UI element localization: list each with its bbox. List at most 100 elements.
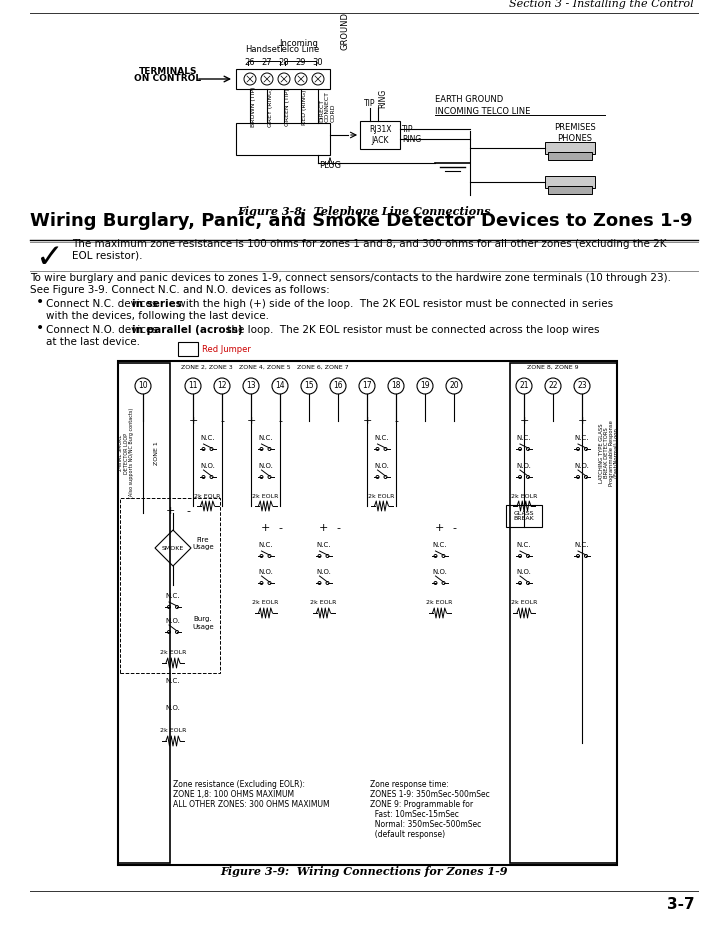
Bar <box>360 121 400 149</box>
Text: -: - <box>220 416 224 426</box>
Text: in parallel (across): in parallel (across) <box>132 325 242 335</box>
Text: N.C.: N.C. <box>517 435 531 441</box>
Text: 23: 23 <box>577 382 587 390</box>
Text: Normal: 350mSec-500mSec: Normal: 350mSec-500mSec <box>370 820 481 829</box>
Text: Incoming: Incoming <box>280 39 318 48</box>
Text: N.C.: N.C. <box>316 542 331 548</box>
Text: -: - <box>336 523 340 533</box>
Text: ZONES 1-9: 350mSec-500mSec: ZONES 1-9: 350mSec-500mSec <box>370 790 490 799</box>
Text: N.O.: N.O. <box>517 569 531 575</box>
Text: RING: RING <box>379 89 387 108</box>
Text: 2k EOLR: 2k EOLR <box>253 601 279 605</box>
Text: Zone response time:: Zone response time: <box>370 780 448 789</box>
Text: 16: 16 <box>333 382 343 390</box>
Bar <box>510 363 617 863</box>
Text: RED (RING): RED (RING) <box>302 90 307 124</box>
Text: (default response): (default response) <box>370 830 445 839</box>
Text: ON CONTROL: ON CONTROL <box>135 74 202 83</box>
Text: Burg.
Usage: Burg. Usage <box>192 617 214 630</box>
Text: N.C.: N.C. <box>374 435 389 441</box>
Text: 2-WIRE SMOKE
DETECTOR LOOP
(Also supports NO/NC Burg contacts): 2-WIRE SMOKE DETECTOR LOOP (Also support… <box>118 408 134 498</box>
Text: N.C.: N.C. <box>574 435 589 441</box>
Text: 29: 29 <box>296 58 306 67</box>
Text: Fire
Usage: Fire Usage <box>192 537 214 550</box>
Text: 2k EOLR: 2k EOLR <box>253 493 279 499</box>
Text: ZONE 6, ZONE 7: ZONE 6, ZONE 7 <box>297 365 349 370</box>
Bar <box>548 152 592 160</box>
Text: SMOKE: SMOKE <box>162 545 184 551</box>
Text: +: + <box>319 523 328 533</box>
Text: 20: 20 <box>449 382 459 390</box>
Text: ALL OTHER ZONES: 300 OHMS MAXIMUM: ALL OTHER ZONES: 300 OHMS MAXIMUM <box>173 800 330 809</box>
Text: N.O.: N.O. <box>165 618 181 624</box>
Text: ZONE 1,8: 100 OHMS MAXIMUM: ZONE 1,8: 100 OHMS MAXIMUM <box>173 790 294 799</box>
Circle shape <box>261 73 273 85</box>
Text: 12: 12 <box>217 382 226 390</box>
Circle shape <box>312 73 324 85</box>
Text: ✓: ✓ <box>36 240 64 273</box>
Text: DIRECT
CONNECT
CORD: DIRECT CONNECT CORD <box>319 91 336 123</box>
Text: TIP: TIP <box>402 124 414 134</box>
Bar <box>236 123 330 155</box>
Circle shape <box>278 73 290 85</box>
Text: 2k EOLR: 2k EOLR <box>511 601 537 605</box>
Text: Section 3 - Installing the Control: Section 3 - Installing the Control <box>510 0 694 9</box>
Text: +: + <box>577 416 587 426</box>
Text: ZONE 9: Programmable for: ZONE 9: Programmable for <box>370 800 473 809</box>
Text: INCOMING TELCO LINE: INCOMING TELCO LINE <box>435 108 531 117</box>
Text: 18: 18 <box>391 382 400 390</box>
Text: To wire burglary and panic devices to zones 1-9, connect sensors/contacts to the: To wire burglary and panic devices to zo… <box>30 273 671 283</box>
Text: BROWN (TIP): BROWN (TIP) <box>251 87 256 127</box>
Text: N.C.: N.C. <box>517 542 531 548</box>
Circle shape <box>244 73 256 85</box>
Text: +: + <box>246 416 256 426</box>
Text: N.C.: N.C. <box>258 542 273 548</box>
Text: Wiring Burglary, Panic, and Smoke Detector Devices to Zones 1-9: Wiring Burglary, Panic, and Smoke Detect… <box>30 212 692 230</box>
Text: N.C.: N.C. <box>432 542 447 548</box>
Text: N.O.: N.O. <box>432 569 447 575</box>
Text: in series: in series <box>132 299 182 309</box>
Text: 11: 11 <box>189 382 198 390</box>
Text: 3-7: 3-7 <box>668 897 695 912</box>
Text: RJ31X
JACK: RJ31X JACK <box>369 125 391 144</box>
Text: with the devices, following the last device.: with the devices, following the last dev… <box>46 311 269 321</box>
Bar <box>120 498 220 673</box>
Text: GROUND: GROUND <box>340 12 349 50</box>
Text: with the high (+) side of the loop.  The 2K EOL resistor must be connected in se: with the high (+) side of the loop. The … <box>173 299 613 309</box>
Text: 2k EOLR: 2k EOLR <box>160 729 186 734</box>
Text: 2k EOLR: 2k EOLR <box>194 493 221 499</box>
Text: 2k EOLR: 2k EOLR <box>310 601 336 605</box>
Text: 30: 30 <box>313 58 323 67</box>
Text: Zone resistance (Excluding EOLR):: Zone resistance (Excluding EOLR): <box>173 780 305 789</box>
Circle shape <box>295 73 307 85</box>
Text: -: - <box>278 416 282 426</box>
Text: +: + <box>435 523 444 533</box>
Text: ZONE 1: ZONE 1 <box>154 441 159 465</box>
Text: N.C.: N.C. <box>258 435 273 441</box>
Text: •: • <box>36 321 44 335</box>
Text: N.O.: N.O. <box>165 705 181 711</box>
Text: GLASS
BREAK: GLASS BREAK <box>514 510 534 521</box>
Text: 2k EOLR: 2k EOLR <box>427 601 453 605</box>
Text: 14: 14 <box>275 382 285 390</box>
Text: 28: 28 <box>279 58 289 67</box>
Text: ZONE 8, ZONE 9: ZONE 8, ZONE 9 <box>527 365 579 370</box>
Text: +: + <box>363 416 372 426</box>
Text: ZONE 4, ZONE 5: ZONE 4, ZONE 5 <box>240 365 290 370</box>
Text: N.C.: N.C. <box>166 593 181 599</box>
Bar <box>506 505 542 527</box>
Text: N.O.: N.O. <box>517 463 531 469</box>
Text: Connect N.O. devices: Connect N.O. devices <box>46 325 161 335</box>
Text: -: - <box>452 523 456 533</box>
Text: the loop.  The 2K EOL resistor must be connected across the loop wires: the loop. The 2K EOL resistor must be co… <box>224 325 600 335</box>
Bar <box>545 142 595 154</box>
Text: EARTH GROUND: EARTH GROUND <box>435 95 503 105</box>
Text: +: + <box>165 506 175 516</box>
Text: TERMINALS: TERMINALS <box>139 67 197 76</box>
Text: 17: 17 <box>363 382 372 390</box>
Text: Connect N.C. devices: Connect N.C. devices <box>46 299 161 309</box>
Text: •: • <box>36 295 44 309</box>
Text: 19: 19 <box>420 382 430 390</box>
Text: -: - <box>186 506 190 516</box>
Text: Programmable Response
(Fast/Normal) Loop: Programmable Response (Fast/Normal) Loop <box>609 420 620 486</box>
